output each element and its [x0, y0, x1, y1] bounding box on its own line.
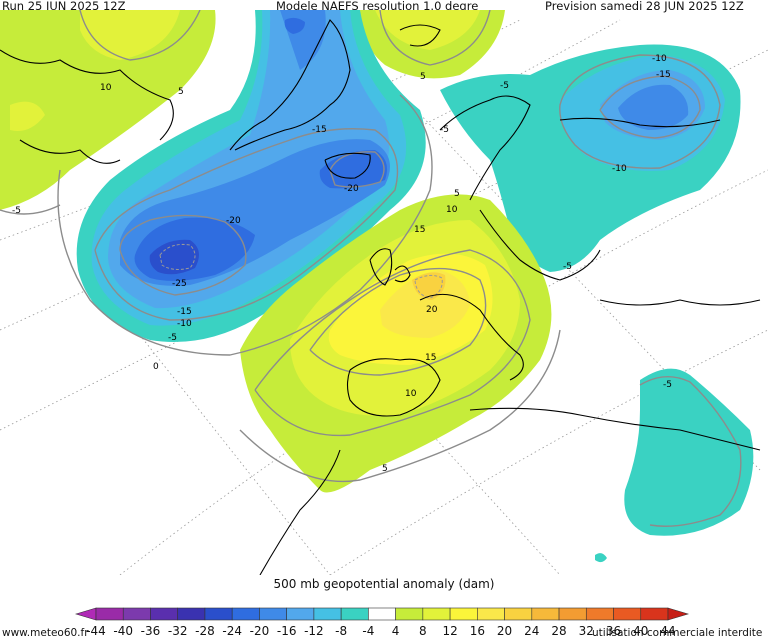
contour-label: -10 — [652, 54, 667, 64]
contour-label: -5 — [663, 380, 672, 390]
colorbar-swatch — [231, 607, 260, 621]
colorbar-tick-label: -8 — [335, 624, 347, 638]
colorbar-tick-label: 32 — [579, 624, 594, 638]
color-scale: -44 -40 -36 -32 -28 -24 -20 -16 -12 -8 -4 4 8 12 16 20 2… — [74, 607, 690, 638]
colorbar-swatch — [286, 607, 315, 621]
contour-label: 10 — [446, 205, 458, 215]
colorbar-right-arrow — [667, 607, 690, 621]
colorbar-tick-label: 36 — [606, 624, 621, 638]
contour-label: 5 — [420, 72, 426, 82]
contour-label: -25 — [172, 279, 187, 289]
forecast-label: Prevision samedi 28 JUN 2025 12Z — [545, 0, 744, 13]
contour-label: -5 — [168, 333, 177, 343]
colorbar-tick-label: 4 — [392, 624, 400, 638]
contour-label: -5 — [563, 262, 572, 272]
colorbar-swatch — [150, 607, 179, 621]
contour-label: -5 — [440, 125, 449, 135]
contour-label: 0 — [153, 362, 159, 372]
contour-label: 10 — [405, 389, 417, 399]
contour-label: 5 — [454, 189, 460, 199]
colorbar-tick-label: -44 — [86, 624, 106, 638]
colorbar-tick-label: 8 — [419, 624, 427, 638]
colorbar-tick-label: 24 — [524, 624, 539, 638]
colorbar-swatch — [558, 607, 587, 621]
colorbar-swatch — [477, 607, 505, 621]
contour-label: -10 — [177, 319, 192, 329]
site-credit: www.meteo60.fr — [2, 627, 89, 639]
contour-label: 15 — [414, 225, 425, 235]
colorbar-left-arrow — [74, 607, 97, 621]
colorbar-tick-label: -12 — [304, 624, 324, 638]
colorbar-tick-label: 40 — [633, 624, 648, 638]
contour-lines — [0, 10, 742, 527]
colorbar-swatch — [531, 607, 560, 621]
colorbar-tick-label: -16 — [277, 624, 297, 638]
colorbar-tick-label: -32 — [168, 624, 188, 638]
colorbar-tick-label: 12 — [442, 624, 457, 638]
colorbar-swatch — [340, 607, 369, 621]
contour-label: 10 — [100, 83, 112, 93]
contour-label: -5 — [500, 81, 509, 91]
colorbar-tick-label: -20 — [250, 624, 270, 638]
colorbar-swatch — [259, 607, 287, 621]
model-label: Modele NAEFS resolution 1.0 degre — [276, 0, 479, 13]
map-caption: 500 mb geopotential anomaly (dam) — [273, 577, 495, 591]
colorbar-swatch — [395, 607, 424, 621]
colorbar-tick-label: 28 — [551, 624, 566, 638]
colorbar-tick-label: 16 — [470, 624, 485, 638]
colorbar-swatch — [368, 607, 396, 621]
usage-notice: utilisation commerciale interdite — [592, 627, 763, 639]
colorbar-tick-label: 44 — [660, 624, 675, 638]
colorbar-tick-label: -28 — [195, 624, 215, 638]
arctic-positive — [360, 10, 505, 79]
colorbar-tick-label: 20 — [497, 624, 512, 638]
atlantic-negative — [76, 10, 426, 342]
colorbar-swatch — [177, 607, 206, 621]
contour-label: 20 — [426, 305, 438, 315]
contour-label: -20 — [226, 216, 241, 226]
colorbar-swatch — [313, 607, 342, 621]
contour-label-layer: -25 -20 -15 -10 -5 0 -20 -15 -5 -5 -10 -… — [12, 54, 672, 474]
contour-label: -10 — [612, 164, 627, 174]
contour-label: -20 — [344, 184, 359, 194]
contour-label: -15 — [177, 307, 192, 317]
north-america-positive — [0, 10, 216, 210]
colorbar-tick-label: -24 — [222, 624, 242, 638]
colorbar-tick-label: -36 — [141, 624, 161, 638]
contour-label: 15 — [425, 353, 436, 363]
anomaly-map: -25 -20 -15 -10 -5 0 -20 -15 -5 -5 -10 -… — [0, 10, 768, 575]
contour-label: 5 — [382, 464, 388, 474]
colorbar-swatch — [640, 607, 669, 621]
europe-positive — [240, 194, 552, 493]
contour-label: -15 — [312, 125, 327, 135]
colorbar-tick-label: -40 — [113, 624, 133, 638]
colorbar-swatch — [95, 607, 124, 621]
colorbar-swatch — [585, 607, 614, 621]
colorbar-swatch — [504, 607, 533, 621]
colorbar-swatch — [449, 607, 478, 621]
run-label: Run 25 JUN 2025 12Z — [2, 0, 126, 13]
colorbar-swatch — [204, 607, 233, 621]
contour-label: -5 — [12, 206, 21, 216]
colorbar-swatch — [122, 607, 151, 621]
contour-label: 5 — [178, 87, 184, 97]
colorbar-tick-label: -4 — [362, 624, 374, 638]
dashed-contours — [159, 244, 443, 299]
contour-label: -15 — [656, 70, 671, 80]
colorbar-swatch — [422, 607, 451, 621]
color-scale-boxes — [74, 607, 690, 621]
coastlines — [0, 19, 761, 575]
egypt-negative — [595, 368, 754, 563]
color-scale-ticks: -44 -40 -36 -32 -28 -24 -20 -16 -12 -8 -4 4 8 12 16 20 2… — [86, 624, 675, 638]
colorbar-swatch — [613, 607, 642, 621]
